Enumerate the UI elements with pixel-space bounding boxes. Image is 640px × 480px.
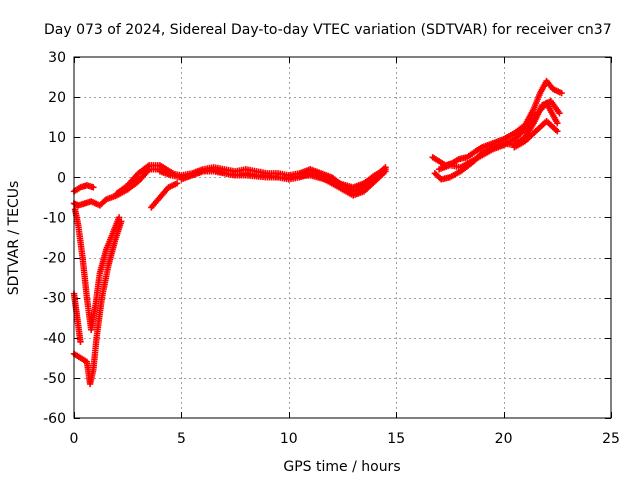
data-point — [554, 119, 561, 127]
grid-layer — [74, 57, 611, 418]
y-tick-label: -50 — [43, 371, 66, 387]
data-point — [90, 184, 97, 191]
x-tick-label: 10 — [280, 431, 298, 447]
series-early-stub — [70, 290, 84, 345]
series-start-bump — [70, 182, 97, 195]
y-tick-label: 10 — [48, 130, 66, 146]
series-rise-track-2 — [148, 180, 181, 211]
y-tick-label: 30 — [48, 50, 66, 66]
y-axis-label: SDTVAR / TECUs — [6, 181, 22, 296]
marker-layer — [70, 77, 565, 388]
plot-frame — [73, 56, 612, 419]
series-evening-track-3 — [435, 99, 561, 173]
x-tick-label: 25 — [602, 431, 620, 447]
x-tick-label: 5 — [177, 431, 186, 447]
chart-title: Day 073 of 2024, Sidereal Day-to-day VTE… — [44, 22, 612, 38]
data-point — [118, 218, 125, 225]
data-point — [115, 214, 123, 221]
y-tick-label: -30 — [43, 291, 66, 307]
data-point — [77, 338, 84, 345]
series-steep-dip-A — [71, 206, 123, 333]
data-point — [556, 109, 563, 117]
data-point — [554, 128, 561, 135]
y-tick-label: 0 — [57, 170, 66, 186]
data-point — [173, 180, 181, 187]
y-tick-label: -40 — [43, 331, 66, 347]
x-tick-label: 0 — [70, 431, 79, 447]
series-evening-track-4 — [511, 117, 561, 151]
y-tick-label: -10 — [43, 210, 66, 226]
series-daytime-track-3 — [156, 166, 389, 191]
data-point — [382, 166, 389, 173]
y-tick-label: 20 — [48, 90, 66, 106]
x-tick-label: 20 — [495, 431, 513, 447]
tick-label-layer: 0 5 10 15 20 25 -60 -50 -40 -30 -20 -10 0 10 20 30 — [43, 50, 620, 447]
x-axis-label: GPS time / hours — [283, 459, 400, 475]
y-tick-label: -60 — [43, 411, 66, 427]
x-tick-label: 15 — [387, 431, 405, 447]
series-steep-dip-B — [70, 218, 125, 388]
y-tick-label: -20 — [43, 251, 66, 267]
data-point — [558, 89, 565, 97]
